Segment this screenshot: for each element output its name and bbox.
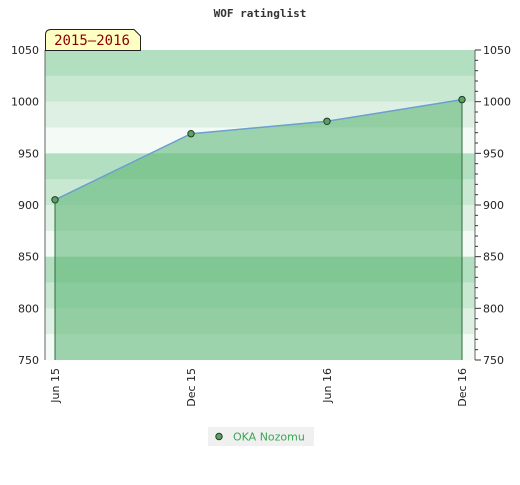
line-layer <box>54 98 463 201</box>
data-point[interactable] <box>187 130 195 138</box>
y-tick-label-left: 950 <box>18 147 39 160</box>
area-fill <box>55 99 462 360</box>
y-tick-label-left: 1000 <box>11 96 39 109</box>
points-layer <box>51 95 466 204</box>
y-tick-label-left: 750 <box>18 354 39 367</box>
background-band <box>45 75 475 103</box>
y-tick-label-left: 800 <box>18 302 39 315</box>
data-point[interactable] <box>458 95 466 104</box>
y-tick-label-right: 800 <box>483 302 504 315</box>
period-label-box: 2015–2016 <box>45 29 141 51</box>
legend-background <box>208 427 314 446</box>
y-tick-label-left: 900 <box>18 199 39 212</box>
y-tick-label-right: 900 <box>483 199 504 212</box>
period-label-shape <box>45 29 141 51</box>
y-tick-label-right: 1050 <box>483 44 511 57</box>
data-point[interactable] <box>51 196 59 204</box>
area-layer <box>54 99 463 360</box>
legend-series-label: OKA Nozomu <box>233 431 305 444</box>
x-tick-label: Jun 15 <box>49 368 62 404</box>
y-tick-label-right: 1000 <box>483 96 511 109</box>
axes-layer: 750 800 850 900 950 1000 1050 750 800 850 900 950 10… <box>11 44 511 407</box>
legend[interactable]: OKA Nozomu <box>208 427 314 446</box>
chart-title: WOF ratinglist <box>214 7 307 20</box>
y-tick-label-right: 950 <box>483 147 504 160</box>
period-label-text: 2015–2016 <box>54 33 130 49</box>
y-tick-label-left: 1050 <box>11 44 39 57</box>
y-tick-label-right: 750 <box>483 354 504 367</box>
x-tick-label: Dec 16 <box>456 368 469 407</box>
background-band <box>45 50 475 77</box>
x-tick-label: Dec 15 <box>185 368 198 407</box>
x-tick-label: Jun 16 <box>321 368 334 404</box>
y-tick-label-right: 850 <box>483 251 504 264</box>
legend-marker <box>215 432 223 441</box>
y-tick-label-left: 850 <box>18 251 39 264</box>
series-line <box>54 98 463 201</box>
data-point[interactable] <box>323 117 331 126</box>
